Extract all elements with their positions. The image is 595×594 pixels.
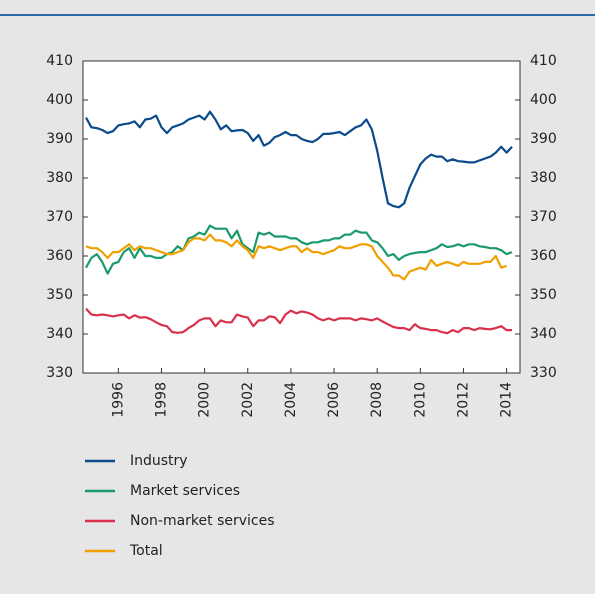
y-tick-label: 340 [46, 326, 73, 342]
x-tick-label: 2000 [197, 382, 213, 418]
y-tick-label: 370 [46, 209, 73, 225]
y-tick-label: 410 [46, 53, 73, 69]
y2-tick-label: 360 [530, 248, 557, 264]
y2-tick-label: 410 [530, 53, 557, 69]
series-line [85, 224, 513, 275]
legend-label: Non-market services [130, 513, 275, 529]
x-tick-label: 2002 [240, 382, 256, 418]
series-line [85, 307, 512, 335]
y-tick-label: 390 [46, 131, 73, 147]
legend-label: Total [129, 543, 163, 559]
x-tick-label: 2006 [326, 382, 342, 418]
y2-tick-label: 370 [530, 209, 557, 225]
x-tick-label: 2004 [283, 382, 299, 418]
series-line [85, 110, 513, 209]
legend-label: Market services [130, 483, 240, 499]
x-tick-label: 2008 [369, 382, 385, 418]
y2-tick-label: 390 [530, 131, 557, 147]
y-tick-label: 350 [46, 287, 73, 303]
y2-tick-label: 380 [530, 170, 557, 186]
series-line [85, 233, 507, 281]
y-tick-label: 360 [46, 248, 73, 264]
y2-tick-label: 330 [530, 365, 557, 381]
y-tick-label: 400 [46, 92, 73, 108]
y-tick-label: 380 [46, 170, 73, 186]
plot-area [82, 60, 521, 374]
y2-tick-label: 340 [530, 326, 557, 342]
x-tick-label: 2014 [499, 382, 515, 418]
x-tick-label: 2010 [412, 382, 428, 418]
y-tick-label: 330 [46, 365, 73, 381]
x-tick-label: 1996 [110, 382, 126, 418]
x-tick-label: 2012 [455, 382, 471, 418]
y2-tick-label: 400 [530, 92, 557, 108]
y2-tick-label: 350 [530, 287, 557, 303]
legend-label: Industry [130, 453, 188, 469]
x-tick-label: 1998 [153, 382, 169, 418]
